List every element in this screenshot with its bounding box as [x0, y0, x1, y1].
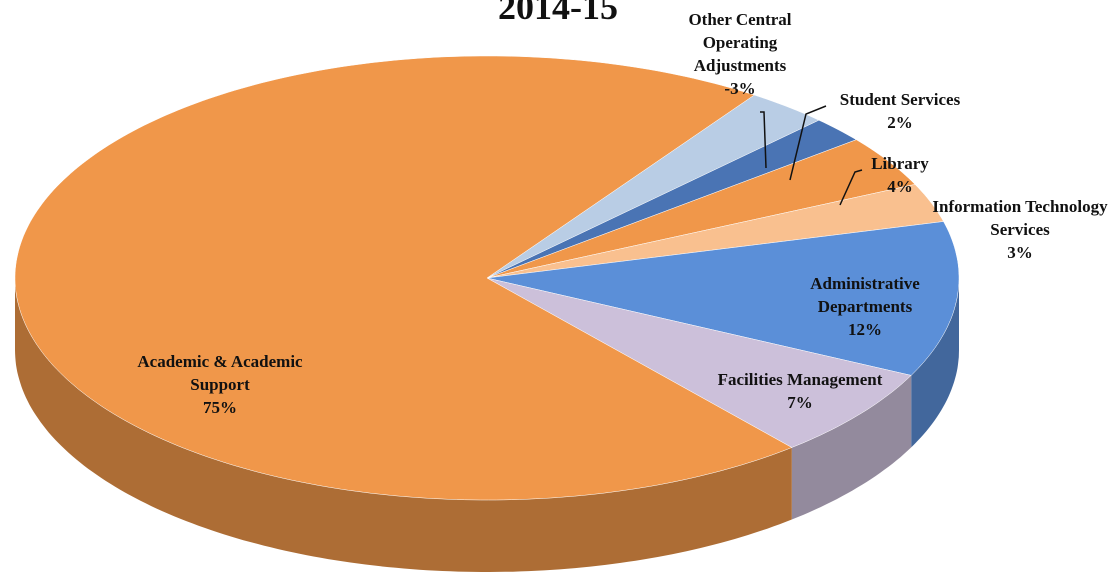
slice-label: Facilities Management 7%: [715, 368, 885, 414]
slice-name: Facilities Management: [717, 370, 883, 389]
pie-slice: [486, 139, 916, 279]
slice-name: Information Technology Services: [932, 197, 1108, 239]
pie-side: [911, 278, 959, 448]
slice-value: 75%: [203, 398, 237, 417]
pie-side: [15, 278, 792, 572]
slice-value: 2%: [887, 113, 913, 132]
pie-side: [791, 375, 912, 520]
slice-label: Information Technology Services 3%: [920, 195, 1116, 264]
leader-lines: [760, 105, 863, 206]
pie-slice: [486, 119, 857, 279]
leader-line: [839, 169, 863, 206]
pie-slice: [486, 277, 912, 448]
chart-title: 2014-15: [498, 0, 618, 27]
slice-value: -3%: [724, 79, 756, 98]
slice-label: Administrative Departments 12%: [775, 272, 955, 341]
slice-label: Student Services 2%: [800, 88, 1000, 134]
slice-label: Library 4%: [840, 152, 960, 198]
pie-slice: [486, 221, 960, 376]
leader-line: [789, 105, 827, 181]
slice-value: 12%: [848, 320, 882, 339]
slice-value: 3%: [1007, 243, 1033, 262]
slice-name: Academic & Academic Support: [137, 352, 303, 394]
pie-slice: [14, 55, 793, 501]
slice-name: Library: [871, 154, 929, 173]
slice-label: Other Central Operating Adjustments -3%: [655, 8, 825, 100]
pie-slice: [486, 184, 944, 279]
slice-value: 7%: [787, 393, 813, 412]
slice-name: Administrative Departments: [810, 274, 920, 316]
slice-value: 4%: [887, 177, 913, 196]
slice-label: Academic & Academic Support 75%: [120, 350, 320, 419]
leader-line: [760, 111, 767, 169]
pie-slice: [486, 94, 820, 279]
slice-name: Other Central Operating Adjustments: [688, 10, 792, 75]
slice-name: Student Services: [839, 90, 961, 109]
